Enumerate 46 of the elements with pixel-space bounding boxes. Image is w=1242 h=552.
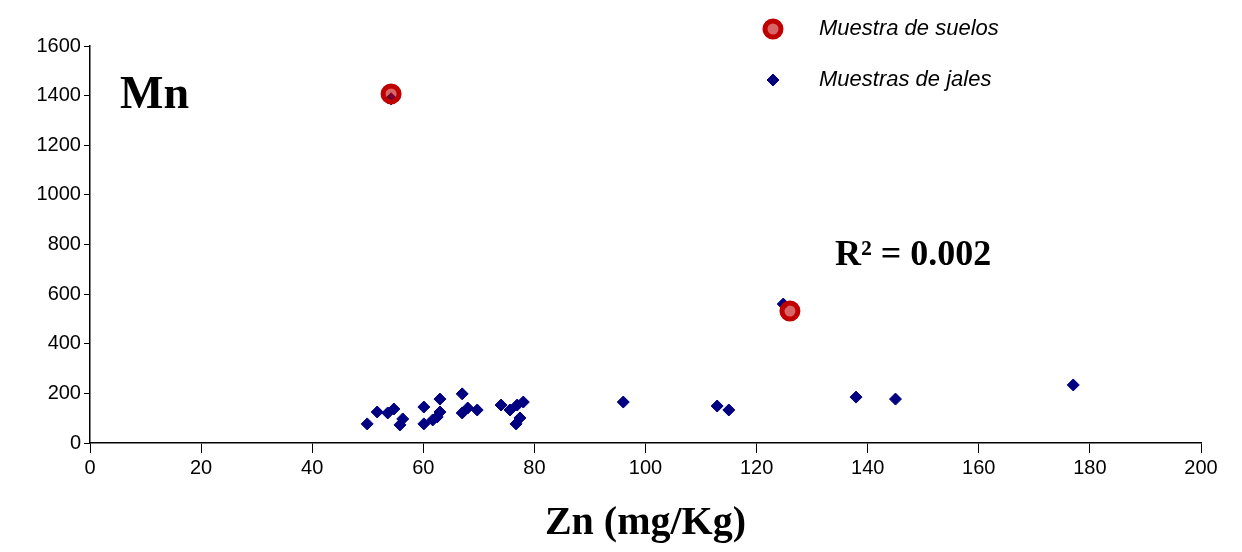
point (494, 398, 508, 412)
annotation: R² = 0.002 (835, 233, 992, 274)
point (849, 390, 863, 404)
point (461, 401, 475, 415)
y-tick-label: 0 (69, 430, 81, 453)
x-tick-label: 200 (1184, 455, 1218, 478)
y-tick-label: 1200 (36, 132, 81, 155)
x-tick-label: 100 (628, 455, 663, 478)
point (455, 387, 469, 401)
x-tick-label: 20 (189, 455, 213, 478)
x-tick-label: 180 (1073, 455, 1107, 478)
point (1066, 378, 1080, 392)
legend-label: Muestras de jales (819, 66, 992, 92)
x-tick-label: 120 (739, 455, 774, 478)
point (417, 417, 431, 431)
legend-label: Muestra de suelos (819, 15, 999, 41)
point (433, 392, 447, 406)
point (710, 399, 724, 413)
y-tick-label: 800 (47, 232, 81, 255)
point (370, 405, 384, 419)
point (722, 403, 736, 417)
y-axis-title: Mn (120, 66, 189, 118)
x-tick-label: 40 (301, 455, 324, 478)
point (516, 395, 530, 409)
x-tick-label: 0 (84, 455, 96, 478)
x-tick-label: 140 (851, 455, 885, 478)
point (387, 402, 401, 416)
point (380, 83, 402, 105)
x-tick-label: 80 (523, 455, 546, 478)
x-tick-label: 160 (962, 455, 996, 478)
point (417, 400, 431, 414)
point (779, 300, 801, 322)
y-tick-label: 1600 (36, 33, 81, 56)
y-tick-label: 1000 (36, 182, 81, 205)
x-axis-title: Zn (mg/Kg) (544, 498, 747, 544)
y-tick-label: 1400 (36, 83, 81, 106)
x-tick-label: 60 (412, 455, 435, 478)
point (888, 392, 902, 406)
y-tick-label: 400 (47, 331, 81, 354)
point (393, 418, 407, 432)
y-tick-label: 200 (47, 380, 81, 403)
y-tick-label: 600 (47, 281, 81, 304)
point (360, 417, 374, 431)
point (616, 395, 630, 409)
point (509, 417, 523, 431)
point (470, 403, 484, 417)
